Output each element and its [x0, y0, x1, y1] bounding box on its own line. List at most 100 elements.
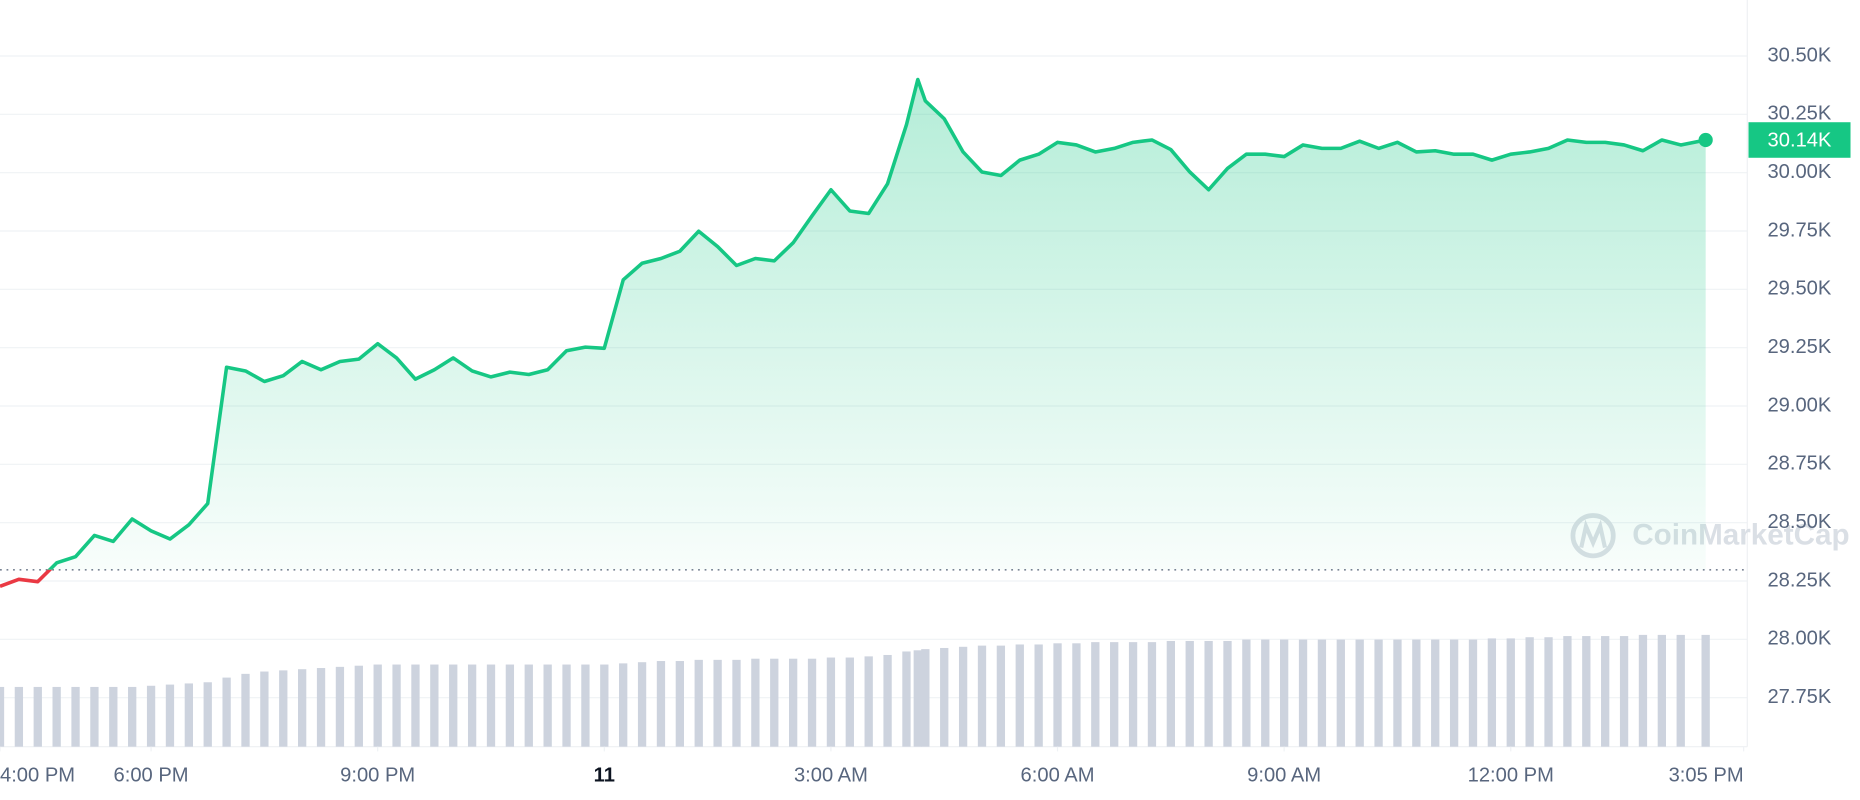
x-tick-label: 9:00 PM: [340, 765, 415, 787]
volume-bar: [52, 686, 61, 747]
volume-bar: [1110, 642, 1119, 747]
volume-bar: [996, 645, 1006, 747]
volume-bar: [90, 686, 99, 747]
volume-bar: [694, 659, 703, 747]
x-tick-label: 6:00 AM: [1021, 765, 1095, 787]
volume-bar: [298, 669, 307, 747]
y-tick-label: 28.50K: [1767, 511, 1831, 533]
volume-bar: [600, 664, 609, 747]
volume-bar: [637, 662, 647, 747]
volume-bar: [1638, 634, 1648, 747]
volume-bar: [71, 686, 80, 747]
y-tick-label: 28.25K: [1767, 569, 1831, 591]
volume-bar: [1468, 639, 1478, 747]
labels: 27.75K 28.00K 28.25K 28.50K 28.75K 29.00K 29.2…: [0, 44, 1851, 787]
volume-bar: [467, 664, 477, 747]
volume-bar: [864, 656, 873, 747]
volume-bar: [1185, 640, 1194, 747]
y-tick-label: 29.25K: [1767, 336, 1831, 358]
volume-bar: [581, 664, 590, 747]
volume-bar: [0, 686, 5, 747]
volume-bar: [1298, 639, 1308, 747]
volume-bar: [713, 659, 722, 747]
volume-bar: [1015, 644, 1024, 747]
volume-bar: [1701, 634, 1710, 747]
y-tick-label: 29.50K: [1767, 278, 1831, 300]
volume-bar: [1261, 639, 1270, 747]
volume-bar: [751, 658, 760, 747]
y-tick-label: 29.00K: [1767, 394, 1831, 416]
x-tick-label: 9:00 AM: [1247, 765, 1321, 787]
volume-bar: [354, 665, 363, 747]
volume-bar: [1393, 639, 1402, 747]
y-tick-label: 30.50K: [1767, 44, 1831, 66]
volume-bar: [524, 664, 533, 747]
volume-bar: [1449, 639, 1459, 747]
volume-bar: [1147, 642, 1157, 747]
volume-bar: [1412, 639, 1421, 747]
volume-bar: [883, 654, 892, 747]
last-value-label: 30.14K: [1768, 130, 1832, 152]
volume-bar: [1676, 634, 1685, 747]
volume-bar: [619, 663, 628, 747]
volume-bar: [826, 657, 836, 747]
y-tick-label: 27.75K: [1767, 686, 1831, 708]
volume-bar: [1034, 644, 1043, 747]
last-value-badge: 30.14K: [1748, 122, 1851, 158]
volume-bar: [449, 664, 458, 747]
volume-bar: [940, 647, 949, 747]
last-point: [1698, 132, 1713, 148]
volume-bar: [656, 661, 666, 747]
volume-bar: [411, 664, 420, 747]
x-tick-label: 3:00 AM: [794, 765, 868, 787]
x-tick-label: 11: [594, 765, 615, 787]
volume-bar: [789, 658, 798, 747]
volume-bar: [184, 683, 193, 747]
volume-bar: [1506, 638, 1515, 747]
volume-bar: [902, 651, 911, 747]
volume-bar: [913, 650, 922, 747]
volume-bar: [392, 664, 401, 747]
volume-bar: [1336, 639, 1345, 747]
volume-bar: [14, 686, 24, 747]
volume-bar: [1317, 639, 1327, 747]
volume-bar: [1166, 640, 1175, 747]
y-tick-label: 28.75K: [1767, 453, 1831, 475]
volume-bar: [1223, 640, 1232, 747]
volume-bar: [1204, 640, 1213, 747]
volume-bar: [241, 673, 250, 747]
volume-bar: [1601, 636, 1610, 747]
volume-bar: [1563, 636, 1572, 747]
y-tick-label: 28.00K: [1767, 628, 1831, 650]
volume-bar: [165, 684, 175, 747]
volume-bar: [1487, 638, 1497, 747]
volume-bar: [977, 645, 987, 747]
volume-bars: [0, 634, 1710, 747]
volume-bar: [770, 658, 779, 747]
volume-bar: [33, 686, 42, 747]
volume-bar: [1525, 637, 1534, 747]
volume-bar: [373, 664, 382, 747]
volume-bar: [279, 670, 288, 747]
volume-bar: [1053, 643, 1062, 747]
y-tick-label: 30.00K: [1767, 161, 1831, 183]
volume-bar: [203, 682, 212, 747]
volume-bar: [316, 668, 326, 747]
volume-bar: [430, 664, 439, 747]
volume-bar: [1374, 639, 1383, 747]
volume-bar: [543, 664, 552, 747]
volume-bar: [1431, 639, 1440, 747]
volume-bar: [807, 658, 817, 747]
volume-bar: [146, 685, 156, 747]
volume-bar: [109, 686, 118, 747]
price-area: [49, 79, 1706, 570]
volume-bar: [921, 649, 930, 747]
volume-bar: [562, 664, 571, 747]
volume-bar: [1619, 636, 1629, 747]
y-tick-label: 29.75K: [1767, 219, 1831, 241]
volume-bar: [1091, 642, 1100, 747]
volume-bar: [505, 664, 515, 747]
x-tick-label: 6:00 PM: [114, 765, 189, 787]
volume-bar: [1582, 636, 1591, 747]
